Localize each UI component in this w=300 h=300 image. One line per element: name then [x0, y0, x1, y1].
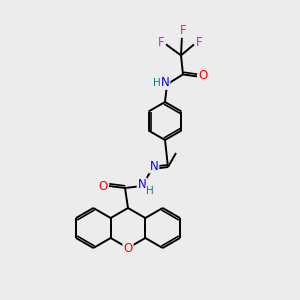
Text: N: N	[160, 76, 169, 89]
Text: O: O	[98, 179, 108, 193]
Text: O: O	[198, 69, 208, 82]
Text: N: N	[138, 178, 146, 191]
Text: F: F	[196, 36, 202, 49]
Text: F: F	[180, 24, 186, 37]
Text: H: H	[153, 78, 161, 88]
Text: H: H	[146, 186, 154, 196]
Text: O: O	[123, 242, 133, 254]
Text: N: N	[150, 160, 158, 172]
Text: F: F	[158, 36, 164, 49]
